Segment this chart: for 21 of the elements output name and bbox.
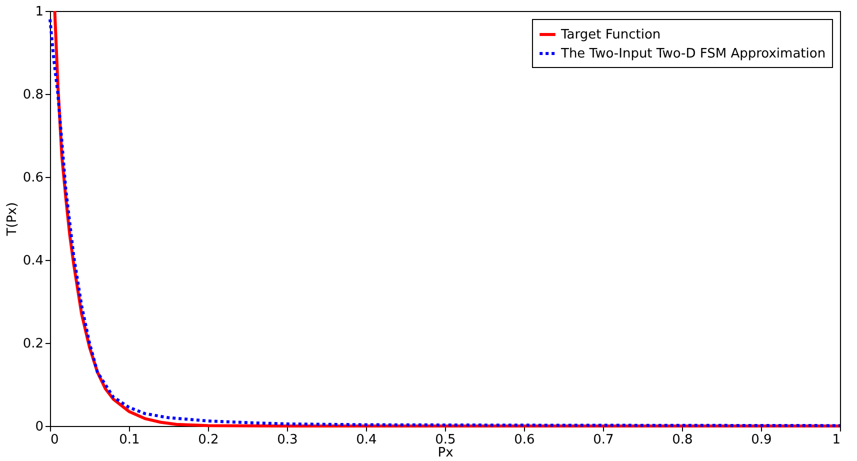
y-tick-label: 1: [35, 4, 44, 20]
x-tick-label: 0.3: [277, 432, 298, 448]
y-tick-label: 0.2: [22, 336, 44, 352]
x-tick-label: 1: [832, 432, 840, 448]
x-tick-label: 0.4: [356, 432, 377, 448]
y-tick-label: 0: [35, 420, 44, 434]
x-tick-label: 0.5: [435, 432, 456, 448]
y-tick-label: 0.8: [22, 88, 44, 102]
x-tick-label: 0.7: [593, 432, 614, 448]
legend-label: The Two-Input Two-D FSM Approximation: [560, 46, 826, 62]
x-tick-label: 0.9: [751, 432, 772, 448]
y-tick-label: 0.4: [22, 254, 44, 268]
x-tick-label: 0.6: [514, 432, 535, 448]
legend-label: Target Function: [560, 28, 661, 42]
x-tick-label: 0: [50, 432, 59, 448]
y-axis-title: T(Px): [4, 202, 20, 237]
x-tick-label: 0.1: [119, 432, 140, 448]
x-axis-title: Px: [438, 446, 454, 460]
x-tick-label: 0.8: [672, 432, 693, 448]
y-tick-label: 0.6: [22, 170, 44, 186]
x-tick-label: 0.2: [198, 432, 219, 448]
